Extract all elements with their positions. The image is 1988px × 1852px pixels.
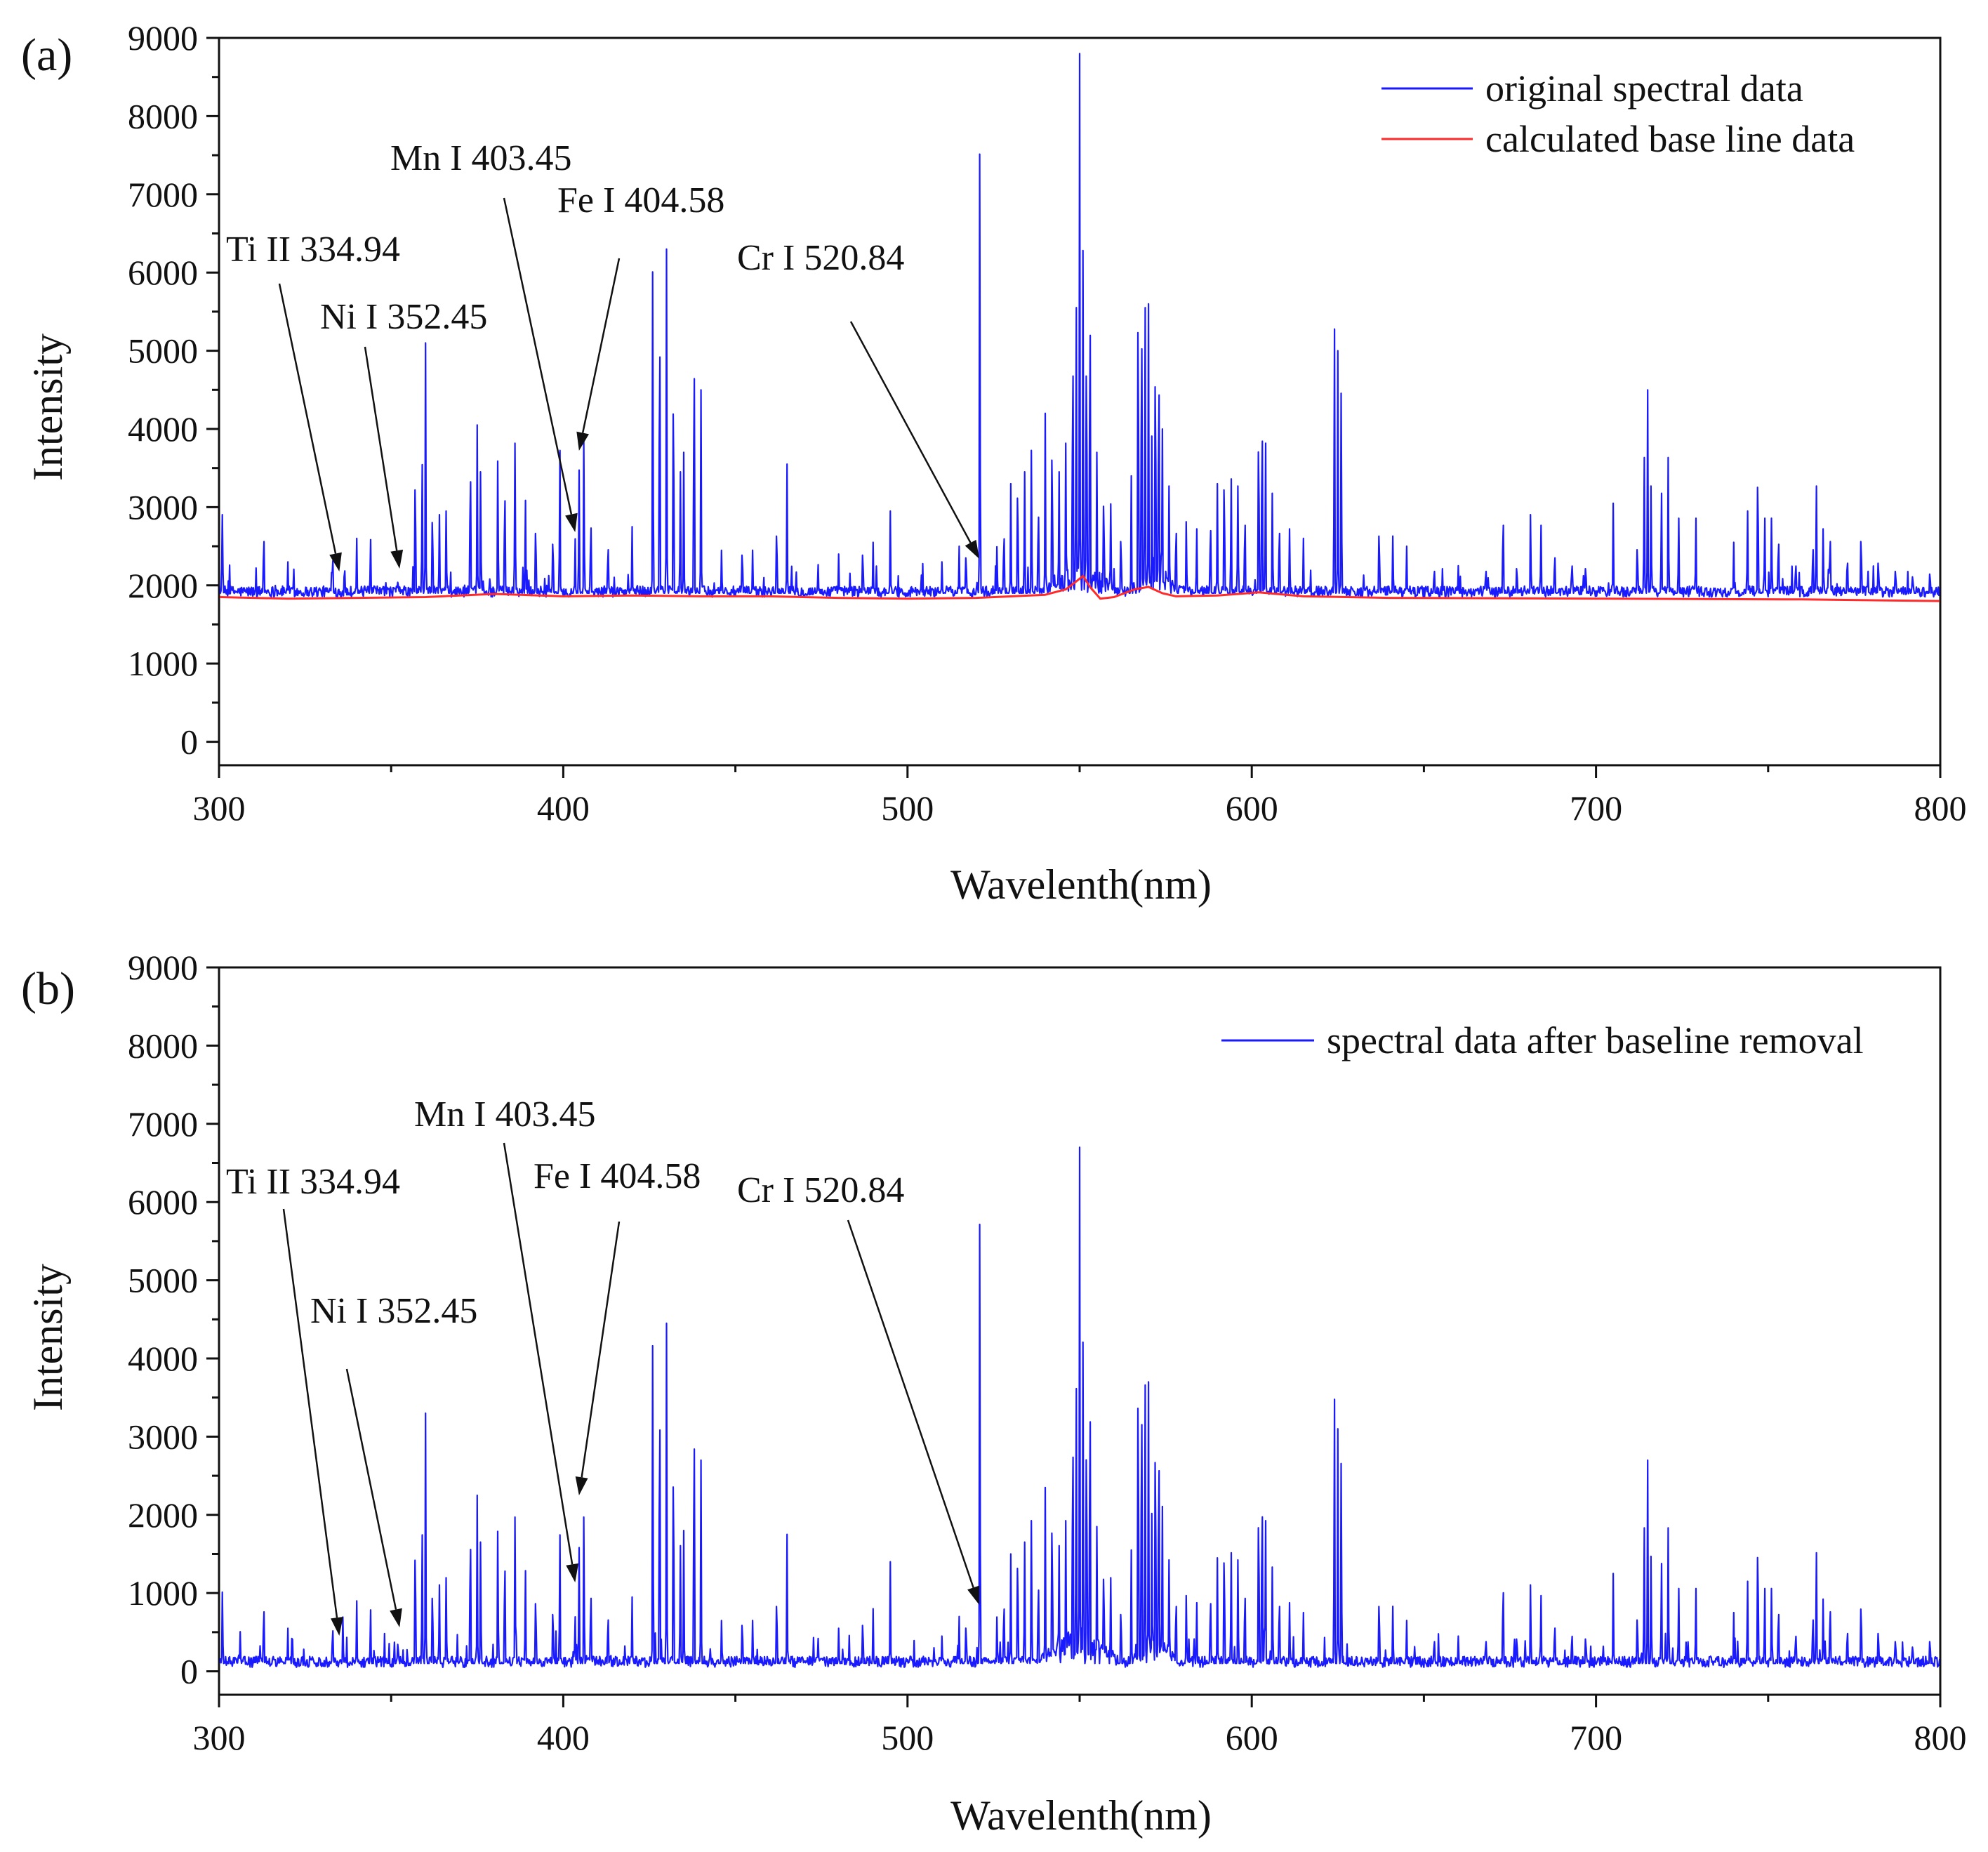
panel-b-y-tick-label: 3000 (128, 1417, 198, 1456)
panel-b-y-tick-label: 9000 (128, 948, 198, 987)
panel-a-annotation-arrow-line (503, 197, 573, 515)
panel-b-annotation-cr: Cr I 520.84 (737, 1170, 904, 1210)
panel-b-legend-label: spectral data after baseline removal (1327, 1019, 1864, 1061)
panel-b-series-group (220, 1146, 1940, 1668)
panel-b-label: (b) (21, 963, 75, 1014)
panel-b-y-tick-label: 4000 (128, 1339, 198, 1378)
panel-b-annotation-arrow-line (847, 1219, 974, 1588)
panel-a-annotation-arrow-line (581, 258, 621, 433)
panel-b-annotation-arrow-line (282, 1208, 338, 1618)
panel-b-annotation-arrow-head (575, 1476, 588, 1495)
panel-a-y-tick-label: 4000 (128, 409, 198, 449)
panel-b-annotation-mn: Mn I 403.45 (414, 1094, 596, 1135)
panel-a-annotation-arrow-head (576, 431, 589, 451)
panel-a-annotation-arrow-head (565, 512, 578, 532)
panel-b-annotation-arrow-line (345, 1368, 397, 1610)
panel-b-x-tick-label: 700 (1570, 1718, 1622, 1757)
panel-b-annotation-arrow-head (331, 1617, 343, 1636)
panel-a-x-tick-label: 600 (1226, 788, 1278, 828)
panel-a-annotation-arrow-line (849, 321, 972, 543)
panel-a-annotation-ni: Ni I 352.45 (320, 297, 487, 337)
panel-a-x-axis-title: Wavelenth(nm) (950, 861, 1212, 908)
panel-b-annotation-arrow-line (581, 1221, 621, 1478)
panel-b-y-tick-label: 7000 (128, 1104, 198, 1144)
panel-a-y-axis-title: Intensity (25, 333, 71, 481)
panel-b-annotation-arrow-head (390, 1608, 402, 1627)
panel-a-y-tick-label: 9000 (128, 18, 198, 58)
panel-a-annotation-arrow-head (965, 539, 979, 559)
panel-a-annotation-arrow-line (364, 346, 398, 551)
panel-a-y-tick-label: 7000 (128, 175, 198, 214)
panel-a-annotation-arrow-line (278, 283, 337, 554)
panel-a-x-tick-label: 500 (881, 788, 934, 828)
panel-a-baseline-line (220, 574, 1940, 602)
panel-a-legend: original spectral data calculated base l… (1381, 67, 1855, 160)
panel-a-plot-area: 300 400 500 600 700 8000100020003000400050006… (128, 18, 1967, 828)
panel-a-x-tick-label: 800 (1914, 788, 1967, 828)
panel-a-annotation-fe: Fe I 404.58 (557, 180, 724, 220)
panel-a: (a) Wavelenth(nm) Intensity 300 400 500 600… (21, 18, 1967, 908)
panel-b-annotation-fe: Fe I 404.58 (534, 1156, 701, 1196)
panel-b-spectrum-line (220, 1146, 1940, 1668)
panel-a-y-tick-label: 2000 (128, 566, 198, 605)
panel-b-y-tick-label: 2000 (128, 1495, 198, 1535)
panel-a-annotation-arrow-head (329, 552, 342, 571)
panel-b-annotation-arrow-line (503, 1142, 574, 1565)
panel-a-label: (a) (21, 29, 72, 81)
panel-b-x-tick-label: 500 (881, 1718, 934, 1757)
panel-a-annotation-mn: Mn I 403.45 (390, 138, 572, 178)
panel-a-y-tick-label: 1000 (128, 644, 198, 683)
panel-b-annotation-ni: Ni I 352.45 (310, 1291, 477, 1331)
panel-a-annotation-cr: Cr I 520.84 (737, 238, 904, 278)
panel-b-y-tick-label: 1000 (128, 1573, 198, 1613)
panel-a-series-group (220, 53, 1940, 602)
panel-b-annotation-arrow-head (967, 1585, 980, 1605)
panel-b-x-tick-label: 400 (537, 1718, 590, 1757)
panel-a-legend-baseline: calculated base line data (1485, 118, 1855, 160)
panel-b-x-tick-label: 300 (193, 1718, 246, 1757)
panel-a-annotation-arrow-head (390, 549, 404, 569)
panel-b-legend: spectral data after baseline removal (1221, 1019, 1864, 1061)
panel-b-x-tick-label: 600 (1226, 1718, 1278, 1757)
panel-a-y-tick-label: 5000 (128, 331, 198, 371)
panel-a-annotation-ti: Ti II 334.94 (226, 230, 400, 270)
panel-b-annotation-ti: Ti II 334.94 (226, 1162, 400, 1202)
panel-b-annotation-arrow-head (566, 1563, 579, 1582)
panel-b-plot-area: 300 400 500 600 700 8000100020003000400050006… (128, 948, 1967, 1757)
panel-a-legend-original: original spectral data (1485, 67, 1803, 110)
panel-b-x-axis-title: Wavelenth(nm) (950, 1792, 1212, 1839)
panel-b-x-tick-label: 800 (1914, 1718, 1967, 1757)
panel-a-x-tick-label: 300 (193, 788, 246, 828)
panel-b-y-tick-label: 0 (180, 1652, 198, 1691)
panel-b-y-axis-title: Intensity (25, 1264, 71, 1411)
panel-b: (b) Wavelenth(nm) Intensity 300 400 500 600… (21, 948, 1967, 1839)
panel-b-y-tick-label: 8000 (128, 1026, 198, 1065)
panel-a-y-tick-label: 3000 (128, 487, 198, 527)
panel-b-y-tick-label: 5000 (128, 1261, 198, 1300)
panel-a-y-tick-label: 0 (180, 722, 198, 762)
panel-a-spectrum-line (220, 53, 1940, 598)
panel-b-y-tick-label: 6000 (128, 1182, 198, 1222)
panel-a-y-tick-label: 8000 (128, 96, 198, 135)
panel-a-y-tick-label: 6000 (128, 253, 198, 292)
panel-a-x-tick-label: 400 (537, 788, 590, 828)
panel-a-x-tick-label: 700 (1570, 788, 1622, 828)
